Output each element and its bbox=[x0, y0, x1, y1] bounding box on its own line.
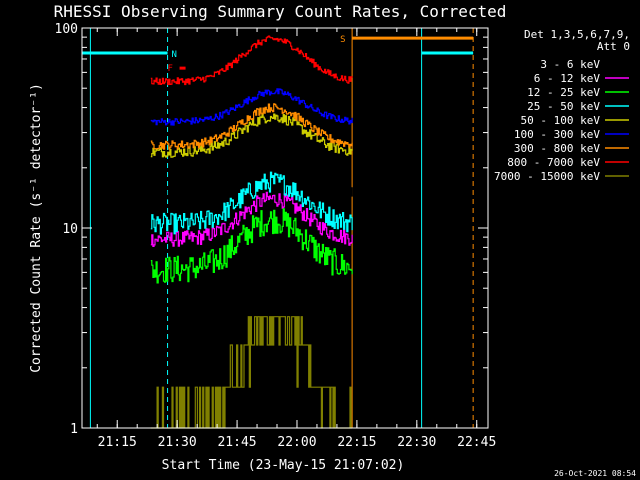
series-300-800-kev bbox=[150, 103, 353, 150]
plot-area: NF S bbox=[82, 28, 474, 429]
series-12-25-kev bbox=[150, 208, 353, 284]
series-25-50-kev bbox=[150, 171, 353, 235]
axes: 21:15 21:30 21:45 22:00 22:15 22:30 22:45 1 10 10… bbox=[55, 22, 497, 450]
legend-header: Det 1,3,5,6,7,9, bbox=[524, 28, 630, 41]
x-tick-label: 22:45 bbox=[457, 435, 496, 450]
legend-label: 6 - 12 keV bbox=[534, 72, 601, 85]
series-3-6-kev bbox=[150, 148, 353, 202]
legend-label: 12 - 25 keV bbox=[527, 86, 600, 99]
y-axis-label: Corrected Count Rate (s⁻¹ detector⁻¹) bbox=[29, 83, 44, 373]
series-100-300-kev bbox=[150, 88, 353, 126]
legend-label: 100 - 300 keV bbox=[514, 128, 600, 141]
x-tick-label: 21:45 bbox=[217, 435, 256, 450]
x-tick-label: 21:15 bbox=[98, 435, 137, 450]
legend-label: 300 - 800 keV bbox=[514, 142, 600, 155]
y-tick-label: 1 bbox=[70, 422, 78, 437]
chart-title: RHESSI Observing Summary Count Rates, Co… bbox=[54, 2, 507, 21]
legend-label: 7000 - 15000 keV bbox=[494, 170, 600, 183]
legend-label: 3 - 6 keV bbox=[540, 58, 600, 71]
series-50-100-kev bbox=[150, 113, 353, 158]
x-tick-label: 21:30 bbox=[158, 435, 197, 450]
y-tick-label: 100 bbox=[55, 22, 78, 37]
night-flag-label: N bbox=[172, 50, 177, 60]
legend-header: Att 0 bbox=[597, 40, 630, 53]
y-tick-label: 10 bbox=[62, 222, 78, 237]
x-tick-label: 22:15 bbox=[337, 435, 376, 450]
legend-label: 25 - 50 keV bbox=[527, 100, 600, 113]
x-tick-label: 22:00 bbox=[277, 435, 316, 450]
x-tick-label: 22:30 bbox=[397, 435, 436, 450]
saa-flag-label: S bbox=[340, 35, 345, 45]
flare-flag-label: F bbox=[168, 64, 173, 74]
x-axis-label: Start Time (23-May-15 21:07:02) bbox=[162, 458, 405, 473]
series-6-12-kev bbox=[150, 191, 353, 247]
series-800-7000-kev bbox=[150, 35, 353, 86]
footer-date: 26-Oct-2021 08:54 bbox=[554, 469, 636, 478]
legend-label: 50 - 100 keV bbox=[521, 114, 601, 127]
legend-label: 800 - 7000 keV bbox=[507, 156, 600, 169]
